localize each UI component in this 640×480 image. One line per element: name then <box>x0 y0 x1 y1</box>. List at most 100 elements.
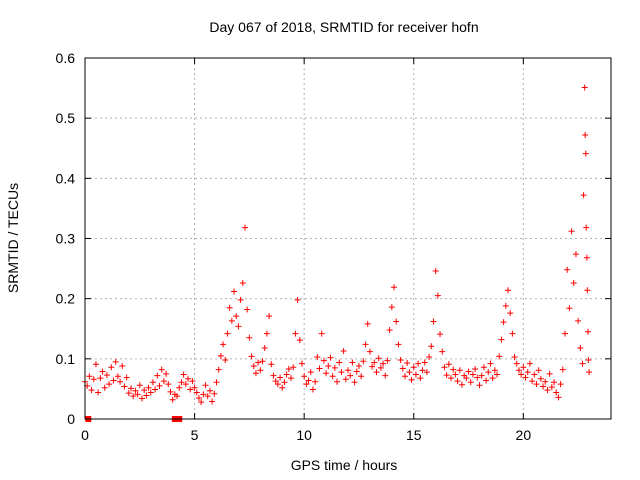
data-point <box>467 379 474 386</box>
data-point <box>292 330 299 337</box>
data-point <box>386 326 393 333</box>
data-point <box>149 379 156 386</box>
data-point <box>121 383 128 390</box>
x-tick-label: 5 <box>191 427 199 443</box>
data-point <box>529 378 536 385</box>
data-point <box>404 360 411 367</box>
data-point <box>489 375 496 382</box>
data-point <box>136 382 143 389</box>
data-point <box>421 359 428 366</box>
data-point <box>222 357 229 364</box>
data-point <box>114 373 121 380</box>
data-point <box>285 366 292 373</box>
data-point <box>152 386 159 393</box>
data-point <box>281 379 288 386</box>
data-point <box>169 396 176 403</box>
data-point <box>498 336 505 343</box>
data-point <box>277 374 284 381</box>
data-point <box>369 363 376 370</box>
data-point <box>463 375 470 382</box>
data-point <box>419 367 426 374</box>
data-point <box>522 374 529 381</box>
data-point <box>338 369 345 376</box>
data-point <box>202 382 209 389</box>
data-point <box>314 354 321 361</box>
data-point <box>274 381 281 388</box>
data-point <box>561 330 568 337</box>
data-point <box>235 323 242 330</box>
data-point <box>546 370 553 377</box>
data-point <box>502 302 509 309</box>
data-point <box>125 390 132 397</box>
data-point <box>211 390 218 397</box>
data-point <box>331 364 338 371</box>
data-point <box>564 266 571 273</box>
data-point <box>261 345 268 352</box>
data-point <box>540 383 547 390</box>
data-point <box>290 364 297 371</box>
data-point <box>553 389 560 396</box>
y-axis-label: SRMTID / TECUs <box>5 183 21 293</box>
data-point <box>88 387 95 394</box>
data-point <box>570 280 577 287</box>
data-point <box>391 284 398 291</box>
data-point <box>123 374 130 381</box>
y-tick-label: 0.4 <box>56 170 76 186</box>
data-point <box>582 150 589 157</box>
x-tick-label: 20 <box>516 427 532 443</box>
data-point <box>279 384 286 391</box>
data-point <box>584 287 591 294</box>
data-point <box>362 341 369 348</box>
data-point <box>476 382 483 389</box>
data-point <box>465 368 472 375</box>
data-point <box>377 364 384 371</box>
data-point <box>342 376 349 383</box>
y-tick-label: 0 <box>67 411 75 427</box>
data-point <box>358 373 365 380</box>
data-point <box>513 360 520 367</box>
data-point <box>417 375 424 382</box>
data-point <box>303 381 310 388</box>
grid-lines <box>85 58 611 419</box>
x-tick-label: 10 <box>296 427 312 443</box>
data-point <box>176 384 183 391</box>
data-point <box>86 373 93 380</box>
data-point <box>305 377 312 384</box>
y-tick-label: 0.5 <box>56 110 76 126</box>
data-points <box>82 84 593 422</box>
data-point <box>583 224 590 231</box>
data-point <box>272 378 279 385</box>
data-point <box>132 387 139 394</box>
data-point <box>542 378 549 385</box>
data-point <box>445 361 452 368</box>
data-point <box>213 379 220 386</box>
data-point <box>345 367 351 374</box>
data-point <box>154 372 161 379</box>
data-point <box>340 348 347 355</box>
data-point <box>301 373 308 380</box>
data-point <box>316 365 323 372</box>
data-point <box>347 372 354 379</box>
data-point <box>548 384 555 391</box>
data-point <box>586 369 593 376</box>
data-point <box>182 381 189 388</box>
data-point <box>360 358 367 365</box>
data-point <box>143 392 150 399</box>
data-point <box>231 288 238 295</box>
data-point <box>298 360 305 367</box>
data-point <box>119 363 126 370</box>
data-point <box>353 368 360 375</box>
data-point <box>531 371 538 378</box>
data-point <box>380 360 387 367</box>
data-point <box>524 369 531 376</box>
data-point <box>472 366 479 373</box>
data-point <box>583 254 590 261</box>
data-point <box>90 376 97 383</box>
data-point <box>496 353 503 360</box>
data-point <box>399 365 406 372</box>
data-point <box>233 313 240 320</box>
data-point <box>533 381 540 388</box>
data-point <box>526 360 533 367</box>
data-point <box>579 360 586 367</box>
data-point <box>101 384 108 391</box>
